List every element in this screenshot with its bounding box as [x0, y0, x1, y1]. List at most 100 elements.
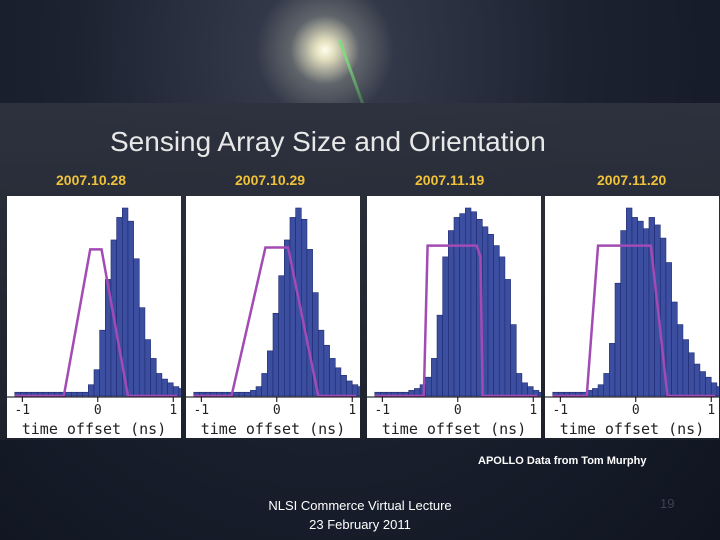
histogram-bar: [493, 245, 500, 397]
histogram-bar: [459, 213, 466, 397]
model-curve: [14, 248, 177, 398]
histogram-bar: [631, 217, 638, 397]
histogram-panel-1: -1 0 1 time offset (ns): [7, 196, 181, 438]
histogram-bar: [323, 344, 330, 397]
histogram-bar: [138, 307, 146, 397]
histogram-bar: [710, 382, 718, 397]
histogram-bar: [527, 386, 534, 397]
histogram-panel-2: -1 0 1 time offset (ns): [186, 196, 360, 438]
histogram-bar: [278, 275, 285, 397]
x-tick-label: 1: [707, 403, 715, 418]
histogram-bar: [431, 358, 438, 397]
histogram-bar: [82, 391, 89, 397]
histogram-bar: [178, 388, 181, 397]
histogram-bar: [665, 262, 672, 397]
model-curve: [374, 244, 537, 398]
histogram-bar: [334, 367, 342, 397]
histogram-bar: [71, 391, 78, 397]
histogram-bar: [167, 382, 174, 397]
histogram-bar: [510, 324, 517, 397]
x-tick-label: -1: [14, 403, 30, 418]
model-curve: [552, 244, 715, 398]
x-tick-label: 1: [348, 403, 356, 418]
histogram-bar: [448, 230, 455, 397]
histogram-bar: [161, 378, 168, 397]
histogram-bar: [88, 384, 95, 397]
histogram-bar: [284, 239, 291, 397]
histogram-bar: [498, 256, 506, 397]
histogram-bar: [144, 339, 151, 397]
histogram-bar: [614, 282, 621, 397]
x-tick-label: 1: [169, 403, 177, 418]
histogram-bar: [592, 388, 599, 397]
histogram-bar: [453, 217, 460, 397]
histogram-bar: [233, 391, 240, 397]
page-number: 19: [660, 496, 675, 511]
x-tick-label: 0: [454, 403, 462, 418]
histogram-bar: [351, 384, 359, 397]
histogram-bar: [93, 369, 100, 397]
histogram-bar: [637, 220, 644, 397]
slide-title: Sensing Array Size and Orientation: [110, 126, 546, 157]
histogram-bar: [289, 217, 296, 397]
histogram-bar: [603, 373, 610, 397]
histogram-bar: [267, 350, 274, 397]
histogram-bar: [626, 207, 633, 397]
histogram-bar: [346, 380, 353, 397]
histogram-bar: [688, 352, 695, 397]
histogram-bar: [620, 230, 627, 397]
histogram-bar: [521, 382, 528, 397]
histogram-bar: [244, 391, 251, 397]
panel-date-3: 2007.11.19: [415, 172, 485, 188]
x-tick-label: -1: [193, 403, 209, 418]
histogram-bar: [515, 373, 523, 397]
histogram-bar: [609, 343, 616, 397]
histogram-bar: [648, 217, 655, 397]
histogram-bar: [671, 301, 678, 397]
data-credit: APOLLO Data from Tom Murphy: [478, 455, 647, 467]
x-tick-label: -1: [552, 403, 568, 418]
histogram-bar: [436, 314, 443, 397]
histogram-bar: [255, 386, 262, 397]
histogram-bar: [682, 339, 689, 397]
footer-line-1: NLSI Commerce Virtual Lecture: [268, 498, 452, 513]
panel-date-1: 2007.10.28: [56, 172, 127, 188]
histogram-bar: [133, 258, 140, 397]
histogram-bar: [465, 207, 472, 397]
panel-date-4: 2007.11.20: [597, 172, 667, 188]
histogram-bar: [470, 211, 477, 397]
x-tick-label: 0: [632, 403, 640, 418]
x-tick-label: 1: [529, 403, 537, 418]
histogram-bar: [99, 329, 106, 397]
histogram-panel-3: -1 0 1 time offset (ns): [367, 196, 541, 438]
histogram-bar: [538, 391, 541, 397]
model-curve: [193, 246, 356, 398]
histogram-bar: [487, 234, 494, 397]
histogram-bar: [250, 390, 257, 397]
x-axis-label: time offset (ns): [560, 420, 705, 438]
footer: NLSI Commerce Virtual Lecture 23 Februar…: [250, 496, 470, 534]
x-axis-label: time offset (ns): [382, 420, 527, 438]
histogram-bar: [504, 279, 511, 397]
histogram-bar: [693, 363, 701, 397]
histogram-bar: [76, 391, 83, 397]
histogram-bar: [127, 220, 134, 397]
x-tick-label: 0: [273, 403, 281, 418]
histogram-bar: [65, 391, 72, 397]
histogram-bar: [172, 386, 180, 397]
x-axis-label: time offset (ns): [201, 420, 346, 438]
x-tick-label: 0: [94, 403, 102, 418]
histogram-bar: [597, 384, 605, 397]
histogram-bar: [442, 256, 449, 397]
histogram-bar: [699, 371, 706, 397]
x-tick-label: -1: [374, 403, 390, 418]
histogram-bar: [150, 358, 157, 397]
histogram-bar: [300, 218, 308, 397]
x-axis-label: time offset (ns): [22, 420, 167, 438]
histogram-bar: [705, 376, 712, 397]
moon-glow: [255, 0, 395, 120]
histogram-bar: [643, 228, 650, 397]
